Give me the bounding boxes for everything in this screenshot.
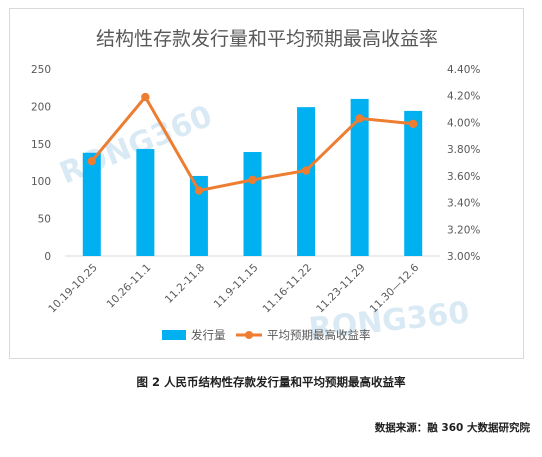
right-axis-tick: 4.00%: [447, 117, 480, 129]
right-axis-tick: 4.20%: [447, 91, 480, 103]
yield-point-2: [141, 92, 150, 102]
data-source: 数据来源：融 360 大数据研究院: [374, 422, 530, 434]
right-axis-tick: 3.20%: [447, 224, 480, 236]
x-axis-tick: 10.26-11.1: [105, 262, 154, 311]
right-axis-tick: 3.60%: [447, 171, 480, 183]
bar-7: [404, 110, 423, 256]
bar-2: [136, 149, 155, 256]
legend-label-line: 平均预期最高收益率: [267, 328, 371, 342]
bar-5: [297, 107, 316, 256]
x-axis-tick: 11.2-11.8: [163, 262, 207, 306]
legend-label-bars: 发行量: [191, 328, 226, 342]
chart-container: RONG360 RONG360 结构性存款发行量和平均预期最高收益率 0 50 10…: [9, 8, 524, 359]
right-axis-tick: 4.40%: [447, 64, 480, 76]
legend-marker-line: [245, 331, 253, 339]
yield-point-7: [409, 119, 418, 128]
left-axis-tick: 150: [31, 139, 51, 151]
bar-1: [82, 152, 101, 256]
left-axis-tick: 50: [38, 214, 51, 226]
figure-caption: 图 2 人民币结构性存款发行量和平均预期最高收益率: [136, 375, 406, 389]
bar-4: [243, 152, 262, 256]
x-axis-tick: 11.16-11.22: [261, 262, 315, 316]
left-axis-tick: 100: [31, 176, 51, 188]
right-axis-tick: 3.40%: [447, 198, 480, 210]
yield-point-1: [87, 156, 96, 166]
x-axis-tick: 11.9-11.15: [212, 262, 261, 311]
right-axis-tick: 3.80%: [447, 144, 480, 156]
left-axis-tick: 250: [31, 64, 51, 76]
right-axis-tick: 3.00%: [447, 251, 480, 263]
legend-swatch-bars: [162, 330, 186, 340]
yield-point-3: [194, 186, 204, 195]
yield-point-5: [301, 166, 311, 175]
x-axis-tick: 10.19-10.25: [46, 262, 100, 316]
left-axis-tick: 200: [31, 101, 51, 113]
left-axis-tick: 0: [44, 251, 51, 263]
chart-svg: RONG360 RONG360 结构性存款发行量和平均预期最高收益率 05010…: [31, 28, 480, 347]
yield-point-4: [248, 175, 257, 185]
bar-3: [189, 175, 208, 256]
yield-point-6: [355, 114, 364, 123]
chart-title: 结构性存款发行量和平均预期最高收益率: [96, 28, 438, 50]
bar-6: [350, 98, 369, 256]
